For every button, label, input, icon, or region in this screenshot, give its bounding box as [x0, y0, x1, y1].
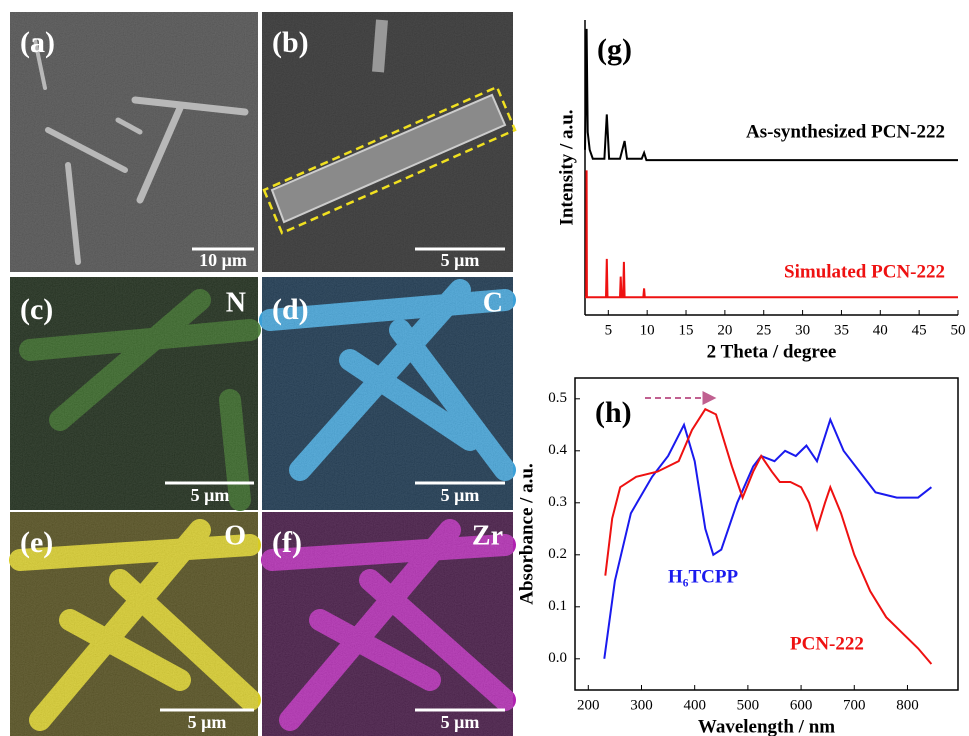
series-label: PCN-222	[790, 633, 864, 654]
data-line	[604, 420, 931, 659]
x-tick-label: 30	[795, 322, 810, 338]
x-tick-label: 300	[630, 697, 653, 713]
panel-label: (b)	[272, 26, 309, 59]
y-axis-label: Intensity / a.u.	[556, 109, 577, 225]
y-tick-label: 0.4	[548, 442, 567, 458]
x-tick-label: 20	[717, 322, 732, 338]
y-tick-label: 0.3	[548, 494, 567, 510]
x-tick-label: 35	[834, 322, 849, 338]
panel-e: (e) O 5 μm	[10, 512, 258, 736]
x-tick-label: 45	[912, 322, 927, 338]
x-tick-label: 600	[790, 697, 813, 713]
series-label: As-synthesized PCN-222	[746, 121, 945, 142]
y-axis-label: Absorbance / a.u.	[516, 463, 537, 604]
series-label: Simulated PCN-222	[784, 261, 945, 282]
y-tick-label: 0.5	[548, 390, 567, 406]
x-tick-label: 800	[896, 697, 919, 713]
scale-bar-label: 5 μm	[191, 485, 230, 505]
scale-bar-label: 5 μm	[441, 485, 480, 505]
panel-d: (d) C 5 μm	[262, 277, 513, 510]
panel-label: (g)	[597, 33, 632, 66]
panel-label: (f)	[272, 526, 302, 559]
plot-frame	[575, 378, 958, 690]
panel-label: (e)	[20, 526, 53, 559]
x-axis-label: 2 Theta / degree	[707, 341, 837, 362]
panel-label: (h)	[595, 396, 632, 429]
x-tick-label: 10	[640, 322, 655, 338]
data-line	[605, 409, 931, 664]
element-label: N	[226, 287, 246, 318]
element-label: C	[483, 287, 503, 318]
panel-f: (f) Zr 5 μm	[262, 512, 513, 736]
x-tick-label: 5	[605, 322, 613, 338]
element-label: O	[224, 520, 246, 551]
y-tick-label: 0.2	[548, 546, 567, 562]
panel-c: (c) N 5 μm	[10, 277, 258, 510]
scale-bar-label: 5 μm	[441, 250, 480, 270]
scale-bar-label: 10 μm	[199, 250, 247, 270]
panel-b: (b) 5 μm	[262, 12, 515, 272]
figure: (a) 10 μm (b) 5 μm (c) N 5 μm (d) C	[0, 0, 969, 736]
x-tick-label: 200	[577, 697, 600, 713]
x-tick-label: 40	[873, 322, 888, 338]
x-tick-label: 15	[679, 322, 694, 338]
panel-label: (c)	[20, 293, 53, 326]
y-tick-label: 0.1	[548, 598, 567, 614]
element-label: Zr	[472, 520, 503, 551]
x-tick-label: 50	[951, 322, 966, 338]
x-axis-label: Wavelength / nm	[698, 716, 835, 736]
series-label: H₆TCPP	[668, 566, 738, 587]
x-tick-label: 25	[756, 322, 771, 338]
x-tick-label: 400	[683, 697, 706, 713]
x-tick-label: 700	[843, 697, 866, 713]
x-tick-label: 500	[737, 697, 760, 713]
panel-label: (a)	[20, 26, 55, 59]
y-tick-label: 0.0	[548, 650, 567, 666]
scale-bar-label: 5 μm	[441, 712, 480, 732]
panel-a: (a) 10 μm	[10, 12, 258, 272]
scale-bar-label: 5 μm	[188, 712, 227, 732]
panel-label: (d)	[272, 293, 309, 326]
